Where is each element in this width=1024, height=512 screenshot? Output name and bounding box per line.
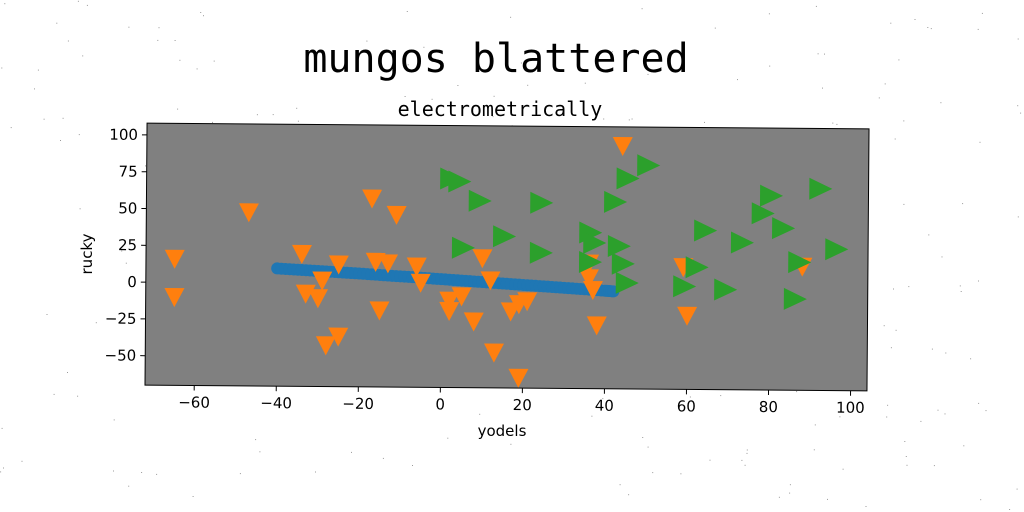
data-point [730,231,754,254]
y-tick-label: 100 [109,126,138,144]
x-tick-label: 60 [677,397,696,415]
y-tick-label: −25 [105,310,137,328]
y-axis-label: rucky [78,233,96,274]
y-tick-label: 0 [127,273,137,291]
data-point [825,238,849,261]
data-point [616,167,640,190]
x-axis-ticks: −60 −40 −20 0 20 40 60 80 100 [178,385,865,417]
data-point [492,225,517,248]
data-point [463,312,484,332]
data-point [468,189,492,212]
data-point [637,154,661,177]
data-point [578,269,599,289]
data-point [439,291,460,311]
data-point [759,184,784,207]
x-tick-label: 0 [435,395,445,413]
data-point [583,231,607,254]
data-point [578,250,603,273]
data-point [530,191,554,214]
data-point [406,257,427,277]
chart-subtitle: electrometrically [398,97,603,121]
chart-title: mungos blattered [303,36,688,82]
data-point [714,278,738,301]
y-tick-label: −50 [104,346,136,364]
data-point [386,205,407,225]
data-point [607,235,631,258]
data-point [369,301,390,321]
data-point [451,287,472,307]
data-point [164,287,185,308]
data-point [694,219,718,242]
data-point [611,252,635,275]
data-point [328,327,349,347]
data-point [604,190,628,213]
data-point [164,249,185,269]
data-point [508,368,529,388]
x-tick-label: −20 [342,395,374,413]
data-point [517,292,538,312]
data-point [410,273,431,293]
y-tick-label: 50 [118,199,137,217]
data-point [328,255,349,275]
data-point [291,244,312,264]
series-circle [271,262,620,298]
data-point [378,254,399,274]
data-point [772,217,796,240]
x-tick-label: 20 [513,396,532,414]
data-point [677,306,698,326]
data-point [315,336,336,356]
data-point [751,202,775,225]
data-point [472,249,493,269]
data-point [788,251,812,274]
data-point [362,189,383,209]
x-axis-label: yodels [478,422,527,440]
plot-area [144,122,870,392]
data-point [809,177,833,200]
data-point [448,170,472,193]
data-point [615,271,639,294]
y-axis-ticks: −50 −25 0 25 50 75 100 [104,126,147,365]
data-point [673,275,697,298]
data-point [529,241,553,264]
series-triangle-right [440,154,849,310]
x-tick-label: 100 [836,399,865,417]
data-point [312,271,333,291]
data-point [612,136,633,157]
x-tick-label: −40 [260,394,292,412]
series-triangle-down [164,136,813,388]
plot-group: −60 −40 −20 0 20 40 60 80 100 −50 −25 0 25 50 75 100 [104,122,870,417]
series-layer [164,136,849,388]
data-point [451,236,475,259]
data-point [586,316,607,336]
data-point [439,301,460,321]
y-tick-label: 25 [118,236,137,254]
data-point [308,289,329,309]
x-tick-label: −60 [178,393,210,411]
data-point [685,256,709,279]
data-point [238,203,259,223]
data-point [582,280,603,301]
x-tick-label: 40 [595,397,614,415]
y-tick-label: 75 [119,163,138,181]
data-point [480,271,501,291]
data-point [484,343,505,363]
data-point [783,287,807,310]
x-tick-label: 80 [759,398,778,416]
